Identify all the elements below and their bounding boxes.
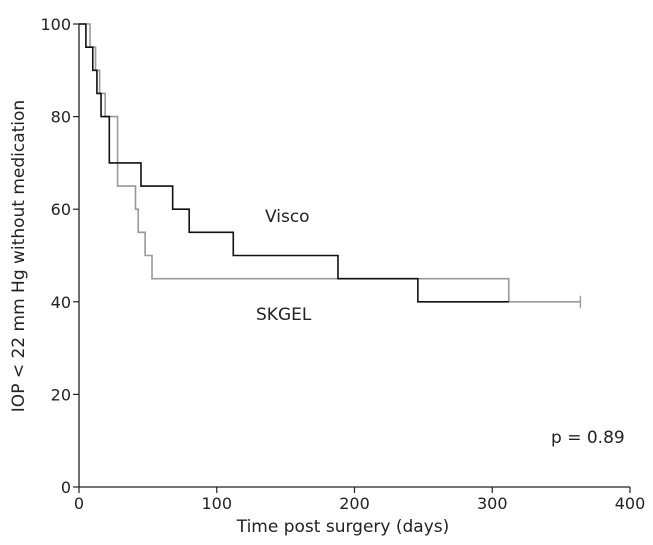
p-value-annotation: p = 0.89	[551, 428, 625, 448]
x-axis-title: Time post surgery (days)	[236, 517, 450, 537]
series-line-visco	[79, 23, 509, 303]
x-tick-label: 100	[201, 494, 232, 513]
x-tick-label: 200	[339, 494, 370, 513]
ticks: 0 20 40 60 80 100 0 100 200 300 400	[40, 15, 645, 513]
series-line-skgel	[79, 23, 581, 303]
x-tick-label: 0	[74, 494, 84, 513]
y-tick-label: 100	[40, 15, 71, 34]
y-tick-label: 40	[51, 293, 71, 312]
y-tick-label: 20	[51, 385, 71, 404]
y-tick-label: 60	[51, 200, 71, 219]
series-label-skgel: SKGEL	[256, 305, 312, 325]
series-label-visco: Visco	[265, 207, 310, 227]
x-tick-label: 300	[477, 494, 508, 513]
series-lines	[79, 23, 582, 308]
series-labels: Visco SKGEL	[256, 207, 312, 325]
y-tick-label: 0	[61, 478, 71, 497]
y-axis-title: IOP < 22 mm Hg without medication	[9, 100, 29, 412]
axes	[78, 24, 630, 488]
y-tick-label: 80	[51, 108, 71, 127]
x-tick-label: 400	[615, 494, 646, 513]
